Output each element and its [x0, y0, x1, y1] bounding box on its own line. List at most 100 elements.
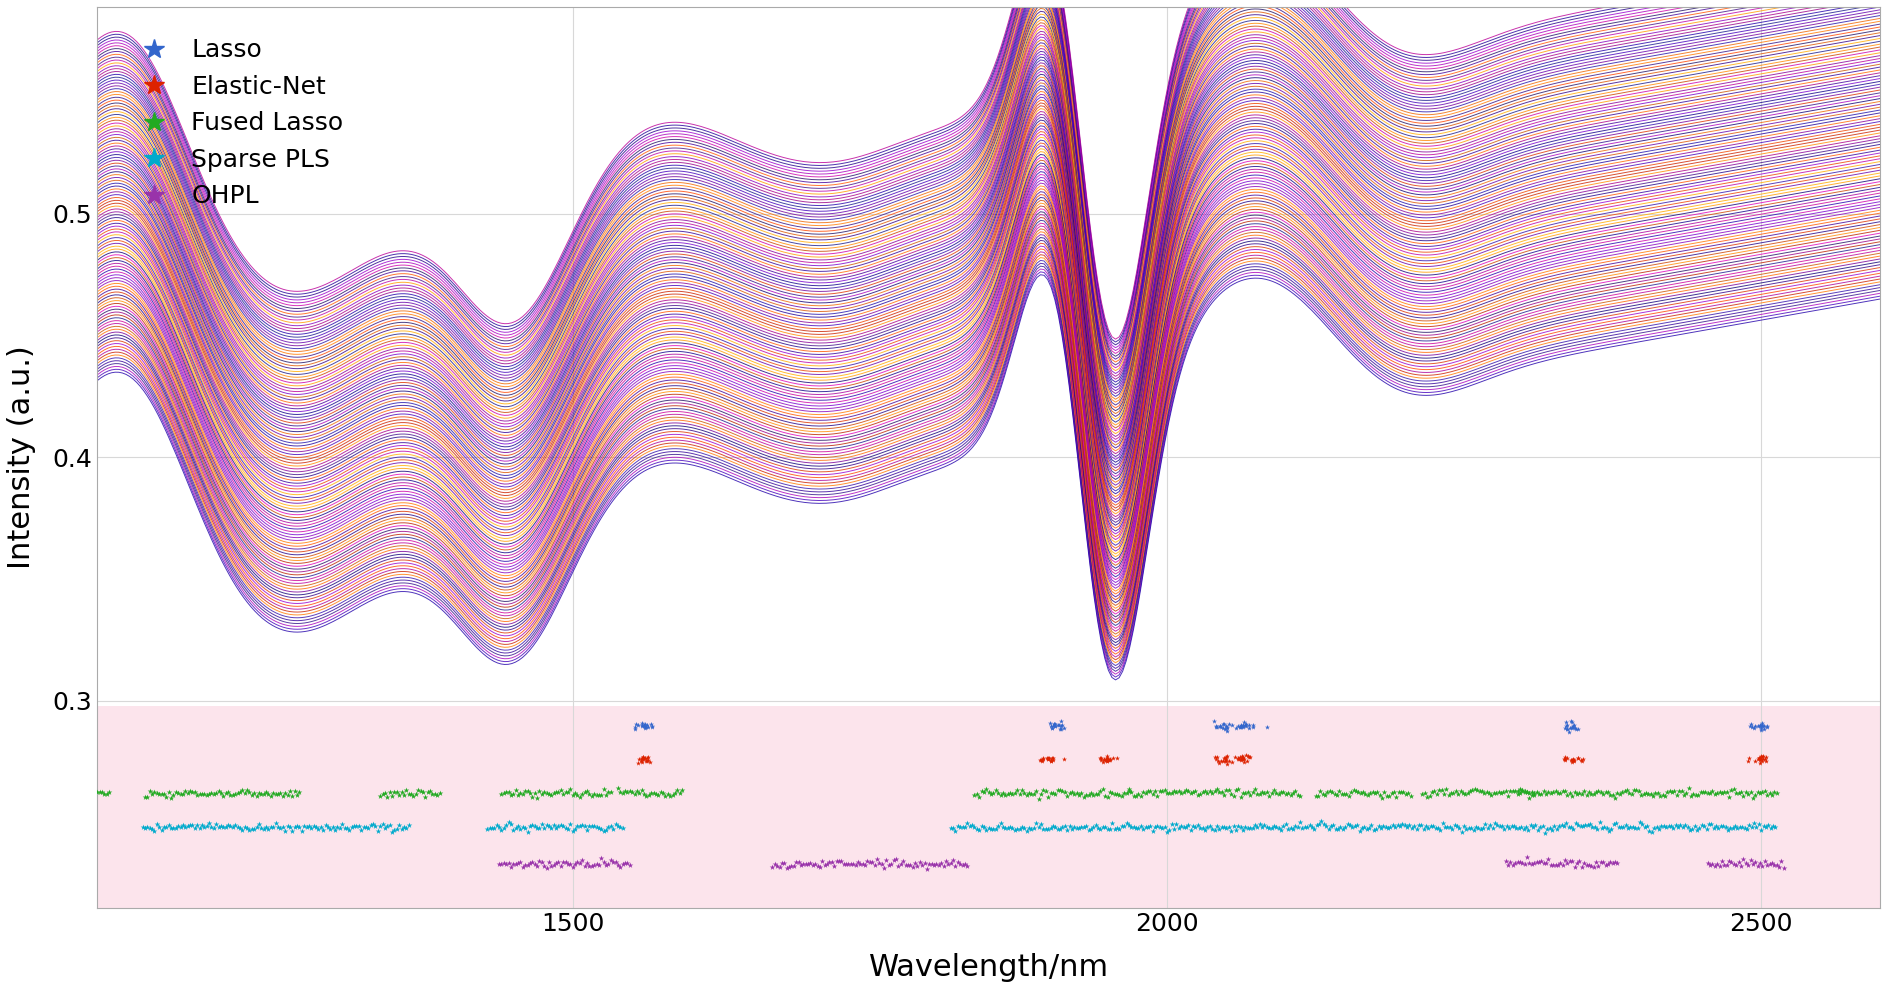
Point — [1593, 856, 1623, 872]
Point — [1579, 786, 1610, 802]
Point — [630, 719, 660, 735]
Point — [545, 817, 576, 833]
Point — [515, 818, 545, 834]
Point — [1145, 783, 1176, 799]
Point — [217, 819, 247, 835]
Point — [130, 820, 160, 836]
Point — [1732, 856, 1762, 872]
Point — [1749, 721, 1779, 737]
Point — [1385, 818, 1415, 834]
Point — [789, 855, 819, 871]
Point — [600, 854, 630, 870]
Point — [1396, 820, 1427, 836]
Point — [1519, 785, 1549, 801]
Point — [1527, 818, 1557, 834]
Point — [1481, 785, 1511, 801]
Point — [194, 815, 225, 831]
Point — [1759, 819, 1789, 835]
Point — [1462, 820, 1493, 836]
Point — [1623, 783, 1653, 799]
Point — [1511, 850, 1542, 865]
Point — [1038, 753, 1068, 768]
Point — [968, 784, 998, 800]
Point — [1562, 751, 1593, 766]
Point — [1717, 854, 1747, 869]
Point — [1128, 784, 1159, 800]
Point — [360, 818, 391, 834]
Point — [1678, 786, 1708, 802]
Point — [1562, 786, 1593, 802]
Point — [1602, 855, 1632, 871]
Point — [1519, 787, 1549, 803]
Point — [1008, 819, 1038, 835]
Point — [1751, 819, 1781, 835]
Point — [1657, 783, 1687, 799]
Point — [538, 857, 568, 873]
Point — [513, 783, 543, 799]
Point — [149, 786, 179, 802]
Point — [781, 854, 811, 870]
Point — [1334, 788, 1364, 804]
Point — [92, 786, 123, 802]
Point — [1077, 819, 1108, 835]
Point — [1030, 782, 1060, 798]
Point — [1200, 718, 1230, 734]
Point — [572, 783, 602, 799]
Point — [1098, 750, 1128, 765]
Point — [1081, 786, 1111, 802]
Point — [236, 787, 266, 803]
Point — [583, 787, 613, 803]
Point — [1255, 787, 1285, 803]
Point — [894, 857, 925, 873]
Point — [1225, 719, 1255, 735]
Point — [1225, 752, 1255, 767]
Point — [1010, 820, 1040, 836]
Point — [362, 823, 392, 839]
Point — [208, 788, 238, 804]
Point — [1023, 790, 1053, 806]
Point — [555, 856, 585, 872]
Point — [343, 818, 374, 834]
Point — [840, 857, 870, 873]
Point — [1045, 821, 1076, 837]
Point — [1315, 783, 1345, 799]
Point — [808, 854, 838, 869]
Point — [489, 820, 519, 836]
Point — [1700, 857, 1730, 873]
Point — [1628, 786, 1659, 802]
Point — [1736, 784, 1766, 800]
Point — [1728, 852, 1759, 867]
Point — [494, 784, 525, 800]
Point — [151, 788, 181, 804]
Point — [1077, 787, 1108, 803]
Point — [404, 782, 434, 798]
Point — [1511, 819, 1542, 835]
Point — [1310, 816, 1340, 832]
Point — [508, 859, 538, 875]
Point — [1030, 821, 1060, 837]
Point — [872, 853, 902, 868]
Point — [277, 788, 308, 804]
Point — [1551, 815, 1581, 831]
Point — [260, 816, 291, 832]
Point — [477, 820, 508, 836]
Point — [1344, 784, 1374, 800]
Point — [1736, 853, 1766, 868]
Point — [1283, 787, 1313, 803]
Point — [551, 784, 581, 800]
Point — [1604, 786, 1634, 802]
Point — [1498, 857, 1528, 873]
Point — [1177, 818, 1208, 834]
Point — [1068, 789, 1098, 805]
Point — [1566, 754, 1596, 769]
Point — [1444, 786, 1474, 802]
Point — [368, 785, 398, 801]
Point — [1438, 821, 1468, 837]
Point — [134, 820, 164, 836]
Point — [632, 753, 662, 768]
Point — [513, 856, 543, 872]
Point — [587, 787, 617, 803]
Point — [1040, 718, 1070, 734]
Point — [151, 820, 181, 836]
Point — [1695, 857, 1725, 873]
